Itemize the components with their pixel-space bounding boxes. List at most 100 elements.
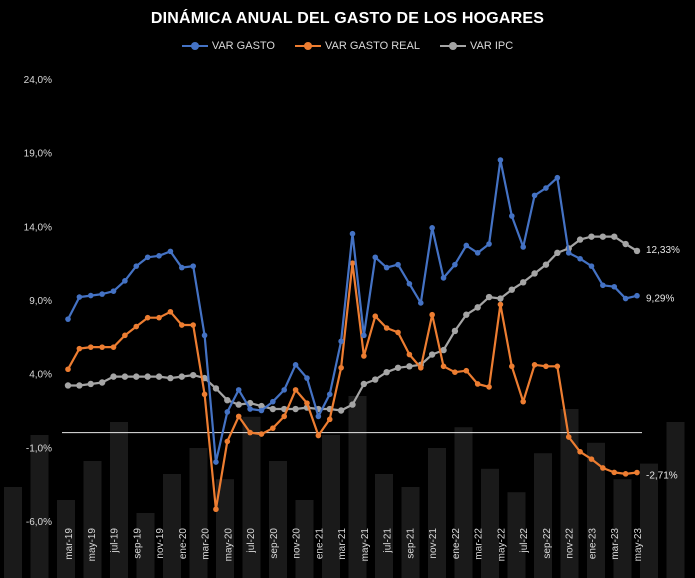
data-point-var-ipc	[508, 286, 516, 293]
background-bar	[534, 453, 552, 578]
data-point-var-gasto	[361, 332, 367, 339]
data-point-var-gasto-real	[179, 322, 185, 328]
x-tick-label: ene-23	[587, 528, 598, 560]
background-bar	[269, 461, 287, 578]
data-point-var-gasto	[406, 280, 413, 287]
x-tick-label: sep-21	[405, 528, 416, 559]
data-point-var-ipc	[212, 385, 220, 392]
chart-title: DINÁMICA ANUAL DEL GASTO DE LOS HOGARES	[150, 10, 545, 27]
data-point-var-ipc	[258, 402, 265, 410]
data-point-var-gasto-real	[622, 471, 629, 477]
x-tick-label: may-19	[87, 528, 98, 562]
x-tick-label: may-21	[360, 528, 371, 562]
y-tick-label: -1,0%	[26, 443, 52, 454]
data-point-var-ipc	[360, 380, 368, 388]
background-bar	[613, 479, 632, 578]
data-point-var-ipc	[633, 247, 641, 255]
x-tick-label: jul-22	[519, 528, 530, 554]
data-point-var-gasto	[452, 261, 458, 268]
data-point-var-gasto-real	[417, 364, 424, 371]
data-point-var-gasto	[486, 241, 492, 247]
data-point-var-ipc	[622, 240, 629, 248]
data-point-var-ipc	[349, 401, 356, 408]
data-point-var-ipc	[474, 304, 481, 311]
data-point-var-gasto	[383, 264, 390, 271]
data-point-var-ipc	[463, 311, 470, 318]
data-point-var-ipc	[554, 249, 561, 257]
data-point-var-ipc	[87, 380, 94, 388]
data-point-var-ipc	[520, 279, 527, 286]
data-point-var-ipc	[611, 233, 618, 240]
data-point-var-gasto	[326, 391, 333, 398]
data-point-var-gasto	[122, 278, 128, 284]
data-point-var-ipc	[189, 371, 197, 379]
data-point-var-ipc	[110, 373, 117, 380]
data-point-var-gasto-real	[497, 301, 504, 308]
data-point-var-gasto-real	[395, 329, 401, 336]
data-point-var-gasto-real	[634, 469, 640, 476]
x-tick-label: mar-23	[610, 528, 621, 560]
x-tick-label: jul-21	[383, 528, 394, 554]
data-point-var-gasto	[201, 332, 208, 339]
x-tick-label: mar-19	[64, 528, 75, 560]
background-decoration	[4, 396, 685, 578]
y-tick-label: 19,0%	[24, 149, 52, 160]
x-tick-label: ene-22	[451, 528, 462, 560]
data-point-var-gasto-real	[110, 344, 117, 350]
data-point-var-gasto-real	[554, 363, 561, 370]
data-point-var-ipc	[235, 401, 242, 408]
background-bar	[640, 463, 658, 578]
background-bar	[83, 461, 102, 578]
x-tick-label: sep-22	[542, 528, 553, 559]
data-point-var-gasto	[588, 263, 595, 269]
data-point-var-gasto-real	[224, 438, 231, 445]
data-point-var-gasto	[235, 387, 242, 393]
x-tick-label: may-20	[223, 528, 234, 562]
background-bar	[57, 500, 75, 578]
data-point-var-gasto-real	[292, 387, 299, 393]
data-point-var-gasto-real	[304, 400, 310, 406]
background-bar	[481, 468, 499, 578]
data-point-var-ipc	[542, 261, 550, 268]
data-point-var-gasto-real	[520, 398, 526, 405]
data-point-var-gasto-real	[349, 260, 356, 266]
x-tick-label: nov-21	[428, 528, 439, 559]
data-point-var-gasto-real	[235, 413, 242, 420]
data-point-var-gasto	[281, 387, 288, 393]
data-point-var-ipc	[64, 382, 72, 389]
data-point-var-gasto	[247, 406, 253, 412]
x-tick-label: jul-20	[246, 528, 257, 554]
data-point-var-gasto	[474, 250, 481, 256]
data-point-var-gasto	[417, 300, 424, 306]
data-point-var-gasto-real	[258, 431, 265, 437]
data-point-var-gasto-real	[190, 322, 196, 328]
data-point-var-gasto	[395, 261, 401, 268]
x-tick-label: nov-20	[292, 528, 303, 559]
x-tick-label: nov-22	[565, 528, 576, 559]
data-point-var-gasto-real	[65, 366, 71, 373]
data-point-var-gasto-real	[326, 416, 333, 423]
data-point-var-gasto-real	[543, 363, 549, 370]
data-point-var-gasto	[577, 255, 583, 262]
x-tick-label: may-22	[496, 528, 507, 562]
data-point-var-ipc	[269, 405, 277, 413]
data-point-var-ipc	[144, 373, 151, 380]
data-point-var-gasto-real	[76, 345, 83, 352]
end-label-var-ipc: 12,33%	[646, 245, 680, 256]
data-point-var-gasto-real	[588, 456, 595, 462]
x-tick-label: mar-20	[201, 528, 212, 560]
data-point-var-gasto	[133, 263, 140, 269]
data-point-var-ipc	[406, 363, 413, 370]
background-bar	[242, 416, 261, 578]
labels: 9,29% -2,71% 12,33%	[646, 245, 680, 482]
data-point-var-gasto	[179, 264, 185, 271]
background-bar	[507, 492, 526, 578]
background-bar	[322, 435, 340, 578]
data-point-var-ipc	[178, 373, 185, 380]
data-point-var-ipc	[76, 382, 83, 389]
data-point-var-ipc	[428, 351, 436, 358]
data-point-var-gasto	[270, 398, 276, 405]
data-point-var-gasto-real	[565, 434, 572, 440]
data-point-var-ipc	[451, 327, 459, 335]
data-point-var-ipc	[440, 346, 447, 354]
